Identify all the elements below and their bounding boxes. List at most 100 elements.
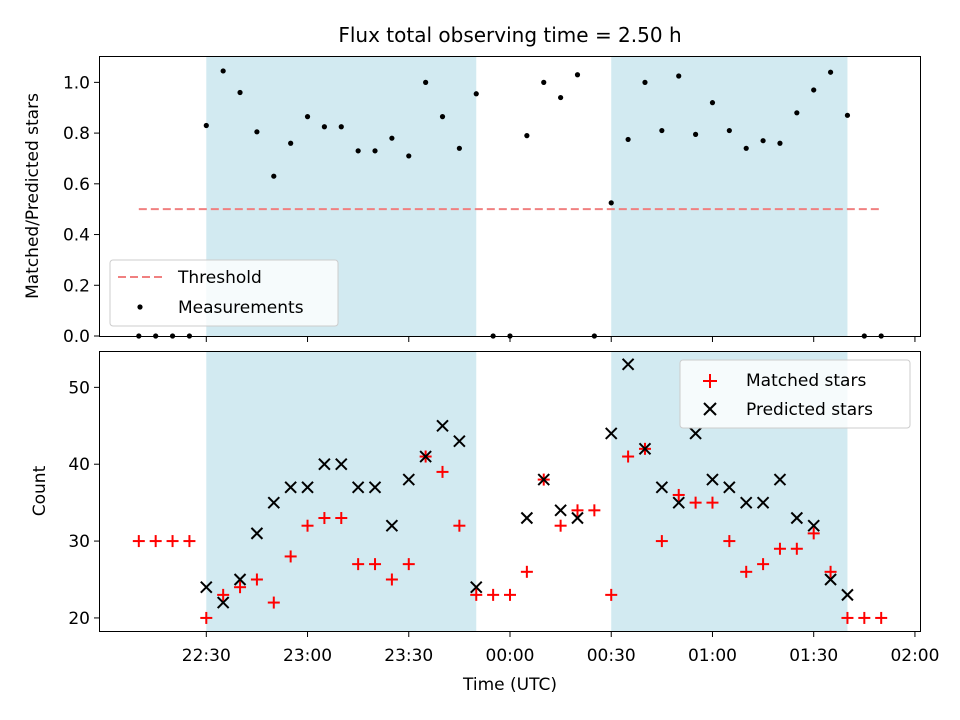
measurement-point bbox=[760, 138, 766, 144]
predicted-star-marker bbox=[689, 427, 702, 440]
count-ytick-label: 30 bbox=[68, 532, 90, 552]
measurement-point bbox=[220, 68, 226, 74]
legend-threshold-label: Threshold bbox=[177, 268, 262, 288]
predicted-star-marker bbox=[655, 481, 669, 494]
predicted-star-marker bbox=[807, 519, 820, 532]
measurement-point bbox=[827, 69, 834, 75]
matched-star-marker bbox=[841, 611, 854, 624]
count-shaded-interval-0 bbox=[206, 352, 477, 631]
measurement-point bbox=[304, 114, 311, 120]
matched-star-marker bbox=[402, 558, 415, 571]
measurement-point bbox=[811, 87, 817, 93]
ratio-ytick-label: 0.4 bbox=[63, 226, 90, 246]
matched-star-marker bbox=[605, 588, 618, 601]
predicted-star-marker bbox=[351, 481, 365, 494]
chart-title: Flux total observing time = 2.50 h bbox=[338, 23, 681, 47]
matched-star-marker bbox=[335, 512, 348, 525]
predicted-star-marker bbox=[301, 481, 314, 494]
x-tick-label: 00:00 bbox=[486, 646, 535, 666]
matched-star-marker bbox=[149, 535, 162, 548]
predicted-star-marker bbox=[824, 573, 837, 586]
measurement-point bbox=[777, 140, 783, 146]
predicted-star-marker bbox=[436, 419, 449, 432]
measurement-point bbox=[473, 91, 479, 97]
matched-star-marker bbox=[436, 465, 449, 478]
count-panel-frame bbox=[99, 351, 921, 632]
measurement-point bbox=[558, 94, 564, 101]
legend-matched-swatch bbox=[703, 374, 717, 388]
measurement-point bbox=[372, 148, 378, 154]
predicted-star-marker bbox=[368, 481, 382, 494]
legend-predicted-swatch bbox=[703, 402, 717, 416]
matched-star-marker bbox=[250, 573, 263, 586]
measurement-point bbox=[642, 79, 648, 85]
measurement-point bbox=[338, 124, 344, 130]
predicted-star-marker bbox=[453, 434, 466, 448]
predicted-star-marker bbox=[284, 481, 297, 494]
x-tick-label: 23:00 bbox=[283, 646, 332, 666]
measurement-point bbox=[659, 127, 665, 134]
measurement-point bbox=[321, 124, 328, 130]
matched-star-marker bbox=[824, 565, 837, 578]
matched-star-marker bbox=[301, 519, 314, 532]
matched-star-marker bbox=[453, 519, 466, 532]
matched-star-marker bbox=[554, 519, 567, 532]
measurement-point bbox=[794, 110, 800, 116]
predicted-star-marker bbox=[233, 573, 247, 586]
predicted-star-marker bbox=[200, 580, 213, 594]
ratio-ytick-label: 1.0 bbox=[63, 73, 90, 93]
predicted-star-marker bbox=[537, 473, 550, 486]
predicted-star-marker bbox=[267, 496, 280, 509]
measurement-point bbox=[524, 133, 530, 139]
predicted-star-marker bbox=[605, 427, 618, 440]
matched-star-marker bbox=[385, 573, 398, 586]
count-panel-ylabel: Count bbox=[30, 465, 50, 516]
x-tick-label: 02:00 bbox=[890, 646, 939, 666]
ratio-panel-ylabel: Matched/Predicted stars bbox=[23, 93, 43, 299]
measurement-point bbox=[237, 89, 243, 96]
ratio-legend-box bbox=[109, 259, 339, 327]
predicted-star-marker bbox=[554, 504, 567, 517]
predicted-star-marker bbox=[335, 458, 348, 471]
measurement-point bbox=[844, 112, 851, 118]
matched-star-marker bbox=[234, 581, 247, 594]
count-legend-box bbox=[679, 359, 911, 429]
ratio-ytick-label: 0.2 bbox=[63, 276, 90, 296]
count-ytick-label: 20 bbox=[68, 609, 90, 629]
x-tick-label: 01:30 bbox=[789, 646, 838, 666]
matched-star-marker bbox=[217, 588, 230, 601]
measurement-point bbox=[406, 153, 412, 159]
count-legend: Matched stars Predicted stars bbox=[679, 359, 911, 429]
predicted-star-marker bbox=[250, 527, 264, 540]
ratio-shaded-interval-1 bbox=[611, 57, 848, 336]
matched-star-marker bbox=[672, 488, 685, 501]
measurement-point bbox=[288, 140, 294, 146]
matched-star-marker bbox=[740, 565, 753, 578]
predicted-star-marker bbox=[216, 596, 230, 609]
x-axis-label: Time (UTC) bbox=[462, 675, 557, 695]
matched-star-marker bbox=[132, 535, 145, 548]
measurement-point bbox=[423, 79, 429, 85]
measurement-point bbox=[574, 72, 581, 78]
measurement-point bbox=[203, 122, 209, 129]
ratio-panel: 0.0 0.2 0.4 0.6 0.8 1.0 Matched/Predicted sta… bbox=[23, 56, 921, 347]
measurement-point bbox=[743, 145, 749, 151]
measurement-point bbox=[726, 127, 732, 134]
matched-star-marker bbox=[790, 542, 803, 555]
matched-star-marker bbox=[689, 496, 702, 509]
measurement-point bbox=[389, 135, 395, 141]
predicted-star-marker bbox=[419, 450, 432, 463]
measurement-point bbox=[254, 129, 260, 135]
matched-star-marker bbox=[369, 558, 382, 571]
predicted-star-marker bbox=[520, 511, 534, 525]
matched-star-marker bbox=[183, 535, 196, 548]
measurement-point bbox=[676, 73, 682, 79]
matched-star-marker bbox=[284, 550, 297, 563]
matched-star-marker bbox=[807, 527, 820, 540]
matched-star-marker bbox=[200, 611, 213, 624]
matched-star-marker bbox=[470, 588, 483, 601]
matched-star-marker bbox=[588, 504, 601, 517]
predicted-star-marker bbox=[706, 473, 719, 486]
ratio-legend: Threshold Measurements bbox=[109, 259, 339, 327]
